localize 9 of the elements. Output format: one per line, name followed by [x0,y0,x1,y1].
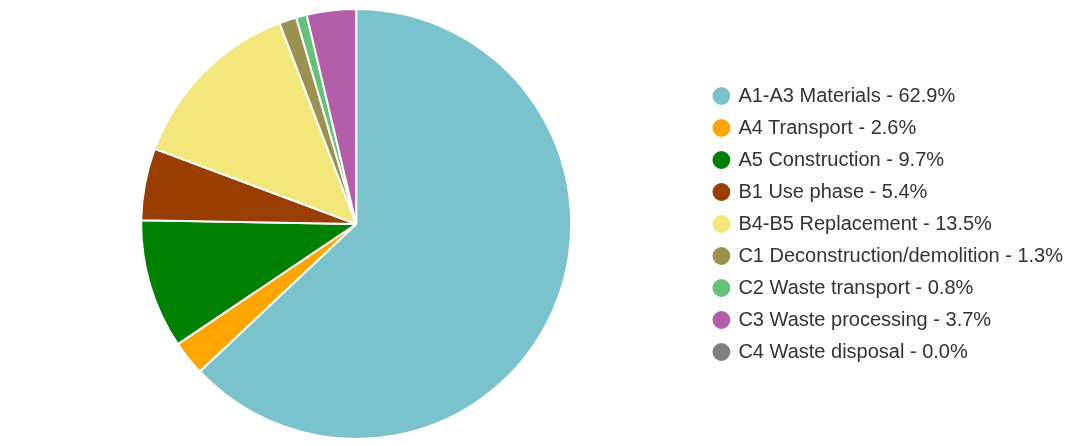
legend-label: B1 Use phase - 5.4% [738,179,928,202]
legend-label: C3 Waste processing - 3.7% [738,307,992,330]
legend-label: A4 Transport - 2.6% [738,115,917,138]
legend-label: C4 Waste disposal - 0.0% [738,339,968,362]
legend-label: B4-B5 Replacement - 13.5% [738,211,993,234]
legend-label: C1 Deconstruction/demolition - 1.3% [738,243,1064,266]
legend-label: A5 Construction - 9.7% [738,147,945,170]
legend-label: A1-A3 Materials - 62.9% [738,83,956,106]
legend-label: C2 Waste transport - 0.8% [738,275,974,298]
